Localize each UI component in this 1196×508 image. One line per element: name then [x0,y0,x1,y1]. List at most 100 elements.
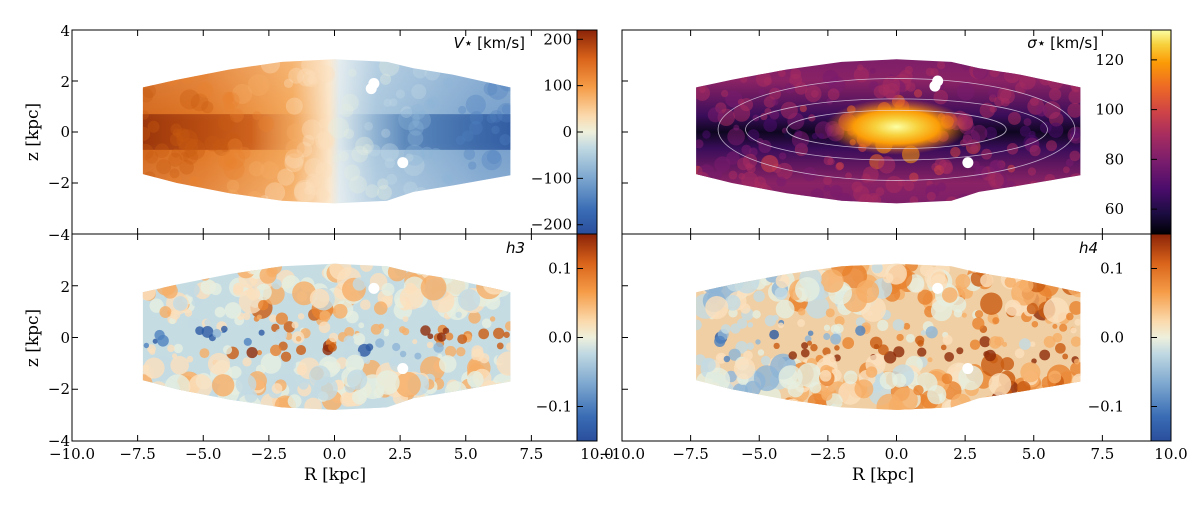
h3-bin [199,269,211,281]
velocity-bin [318,190,331,202]
h4-bin [950,393,972,410]
h4-bin [842,337,855,349]
h4-bin [1031,320,1039,328]
velocity-bin [344,164,361,181]
colorbar-tick-label: −0.1 [536,398,572,416]
velocity-bin [142,88,154,103]
velocity-bin [302,134,315,147]
h4-bin [800,348,810,358]
h4-bin [728,308,738,318]
h3-bin [142,385,164,410]
velocity-bin [368,144,381,157]
xlabel-left: R [kpc] [304,465,366,485]
colorbar-tick-label: 60 [1105,200,1124,218]
velocity-bin [190,93,209,112]
velocity-bin [277,168,295,186]
velocity-bin [483,81,498,96]
velocity-bin [179,151,190,162]
h4-bin [988,373,1012,396]
h3-bin [142,399,153,410]
h3-bin [444,381,468,404]
h3-bin [328,361,341,374]
h4-bin [855,325,866,336]
dispersion-bin [1042,101,1061,119]
h4-bin [728,348,741,361]
velocity-bin [204,135,221,152]
h3-bin [399,326,407,334]
xtick-label: −10.0 [49,445,95,463]
dispersion-bin [758,88,765,96]
h3-bin [170,309,181,320]
h3-bin [275,312,288,325]
xtick-label: −7.5 [672,445,708,463]
velocity-bin [170,123,182,135]
velocity-bin [229,108,244,123]
velocity-bin [412,110,432,130]
dispersion-bin [925,67,935,77]
panel-label-h4: h4 [1079,239,1098,257]
velocity-bin [226,179,240,193]
h4-bin [1043,297,1069,323]
dispersion-bin [972,64,988,80]
h4-bin [1048,386,1071,409]
xtick-label: −2.5 [810,445,846,463]
dispersion-bin [764,107,772,116]
h3-bin [195,326,205,336]
h4-bin [1056,266,1076,286]
h4-bin [819,370,832,382]
h3-bin [444,345,457,358]
h4-bin [1048,370,1062,384]
h3-bin [332,303,348,319]
h3-bin [496,351,511,376]
h3-bin [159,306,172,318]
h3-bin [345,310,359,324]
h3-bin [477,263,503,283]
dispersion-bin [987,87,999,98]
velocity-bin [286,123,305,142]
velocity-bin [455,135,465,145]
velocity-bin [246,190,263,204]
h4-bin [775,299,795,319]
h3-bin [256,350,263,356]
velocity-bin [223,158,245,180]
colorbar-tick-label: 0.0 [1100,329,1124,347]
h4-bin [778,365,803,390]
velocity-bin [252,111,262,120]
velocity-bin [147,120,160,133]
dispersion-bin [1044,173,1056,185]
dispersion-bin [1048,88,1062,101]
dispersion-bin [823,185,831,192]
dispersion-bin [696,85,711,101]
h4-bin [972,317,985,330]
h4-bin [696,319,702,331]
colorbar-tick-label: 0.0 [548,329,572,347]
dispersion-bin [740,75,748,83]
dispersion-bin [739,98,754,112]
h3-bin [259,266,277,284]
h4-bin [924,266,946,288]
velocity-bin [169,168,180,179]
velocity-bin [315,130,335,151]
h4-bin [1039,394,1057,410]
h4-bin [1020,397,1039,410]
h4-bin [1029,341,1036,348]
masked-point [397,363,409,375]
h4-bin [1050,263,1071,281]
velocity-bin [294,179,316,202]
dispersion-bin [804,85,822,103]
h3-bin [297,313,305,320]
h3-bin [457,334,468,345]
colorbar-tick-label: 200 [543,30,572,48]
h4-bin [940,344,947,351]
dispersion-bin [1000,97,1010,107]
h4-bin [718,399,739,410]
h3-bin [152,338,158,344]
h4-bin [715,398,737,410]
h3-bin [340,392,355,407]
colorbar-tick-label: −100 [531,169,572,187]
h3-bin [442,327,450,335]
velocity-bin [343,128,355,140]
h4-bin [806,340,813,346]
ytick-tl-4: 4 [60,22,70,40]
xtick-label: −10.0 [599,445,645,463]
